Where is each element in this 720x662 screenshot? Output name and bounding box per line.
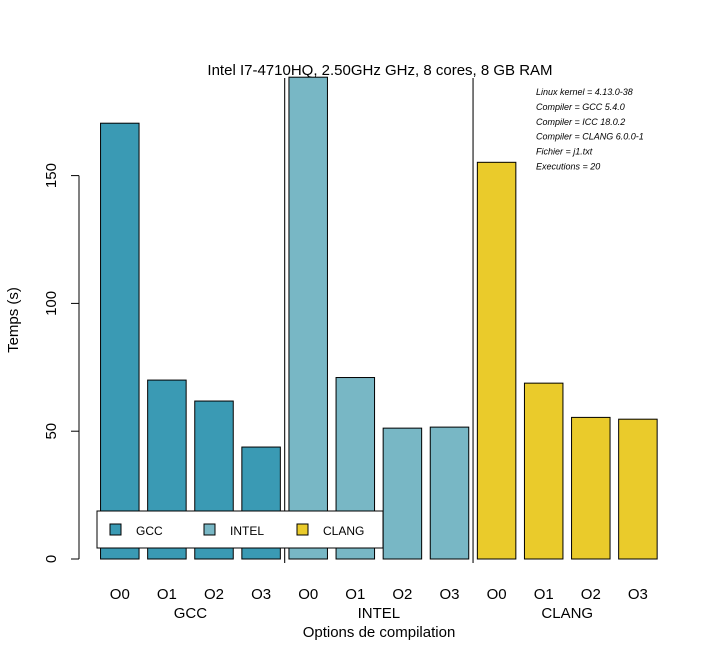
chart-title: Intel I7-4710HQ, 2.50GHz GHz, 8 cores, 8… [207, 62, 552, 79]
x-tick-label: O2 [581, 586, 601, 603]
y-axis-label: Temps (s) [5, 287, 22, 353]
y-tick-label: 150 [43, 163, 60, 188]
bar-clang-o1 [523, 382, 564, 560]
annotation-line: Fichier = j1.txt [536, 147, 593, 157]
y-tick-label: 0 [43, 555, 60, 563]
legend-label: CLANG [323, 524, 364, 538]
bar-intel-o0 [288, 76, 328, 560]
legend-box [96, 510, 384, 549]
group-separators [284, 78, 474, 563]
group-label: GCC [174, 605, 208, 622]
annotation-line: Compiler = GCC 5.4.0 [536, 102, 625, 112]
annotation-line: Compiler = CLANG 6.0.0-1 [536, 132, 644, 142]
group-label: INTEL [358, 605, 401, 622]
x-tick-label: O1 [534, 586, 554, 603]
x-tick-label: O3 [439, 586, 459, 603]
bar-intel-o2 [382, 427, 423, 560]
group-labels: GCC INTEL CLANG [174, 605, 593, 622]
x-tick-label: O1 [157, 586, 177, 603]
x-tick-label: O0 [298, 586, 318, 603]
bar-clang-o0 [476, 161, 517, 560]
annotation-line: Executions = 20 [536, 162, 600, 172]
x-tick-label: O2 [392, 586, 412, 603]
bar-gcc-o0 [100, 122, 140, 560]
x-tick-label: O3 [628, 586, 648, 603]
legend-label: GCC [136, 524, 163, 538]
x-tick-label: O0 [487, 586, 507, 603]
legend-swatch-gcc [109, 523, 122, 536]
group-label: CLANG [541, 605, 593, 622]
bar-clang-o2 [571, 416, 611, 560]
x-tick-label: O3 [251, 586, 271, 603]
legend-label: INTEL [230, 524, 264, 538]
legend-swatch-clang [296, 523, 309, 536]
bar-intel-o3 [429, 426, 470, 560]
x-tick-label: O1 [345, 586, 365, 603]
x-tick-labels: O0 O1 O2 O3 O0 O1 O2 O3 O0 O1 O2 O3 [110, 586, 648, 603]
legend: GCC INTEL CLANG [96, 510, 384, 549]
x-axis-label: Options de compilation [303, 624, 456, 641]
bar-clang-o3 [618, 418, 658, 560]
y-axis: 0 50 100 150 [43, 163, 80, 563]
y-tick-label: 50 [43, 423, 60, 440]
y-tick-label: 100 [43, 291, 60, 316]
x-tick-label: O0 [110, 586, 130, 603]
annotation-line: Compiler = ICC 18.0.2 [536, 117, 625, 127]
x-tick-label: O2 [204, 586, 224, 603]
annotation-line: Linux kernel = 4.13.0-38 [536, 87, 633, 97]
annotation-block: Linux kernel = 4.13.0-38 Compiler = GCC 5… [536, 87, 644, 172]
legend-swatch-intel [203, 523, 216, 536]
